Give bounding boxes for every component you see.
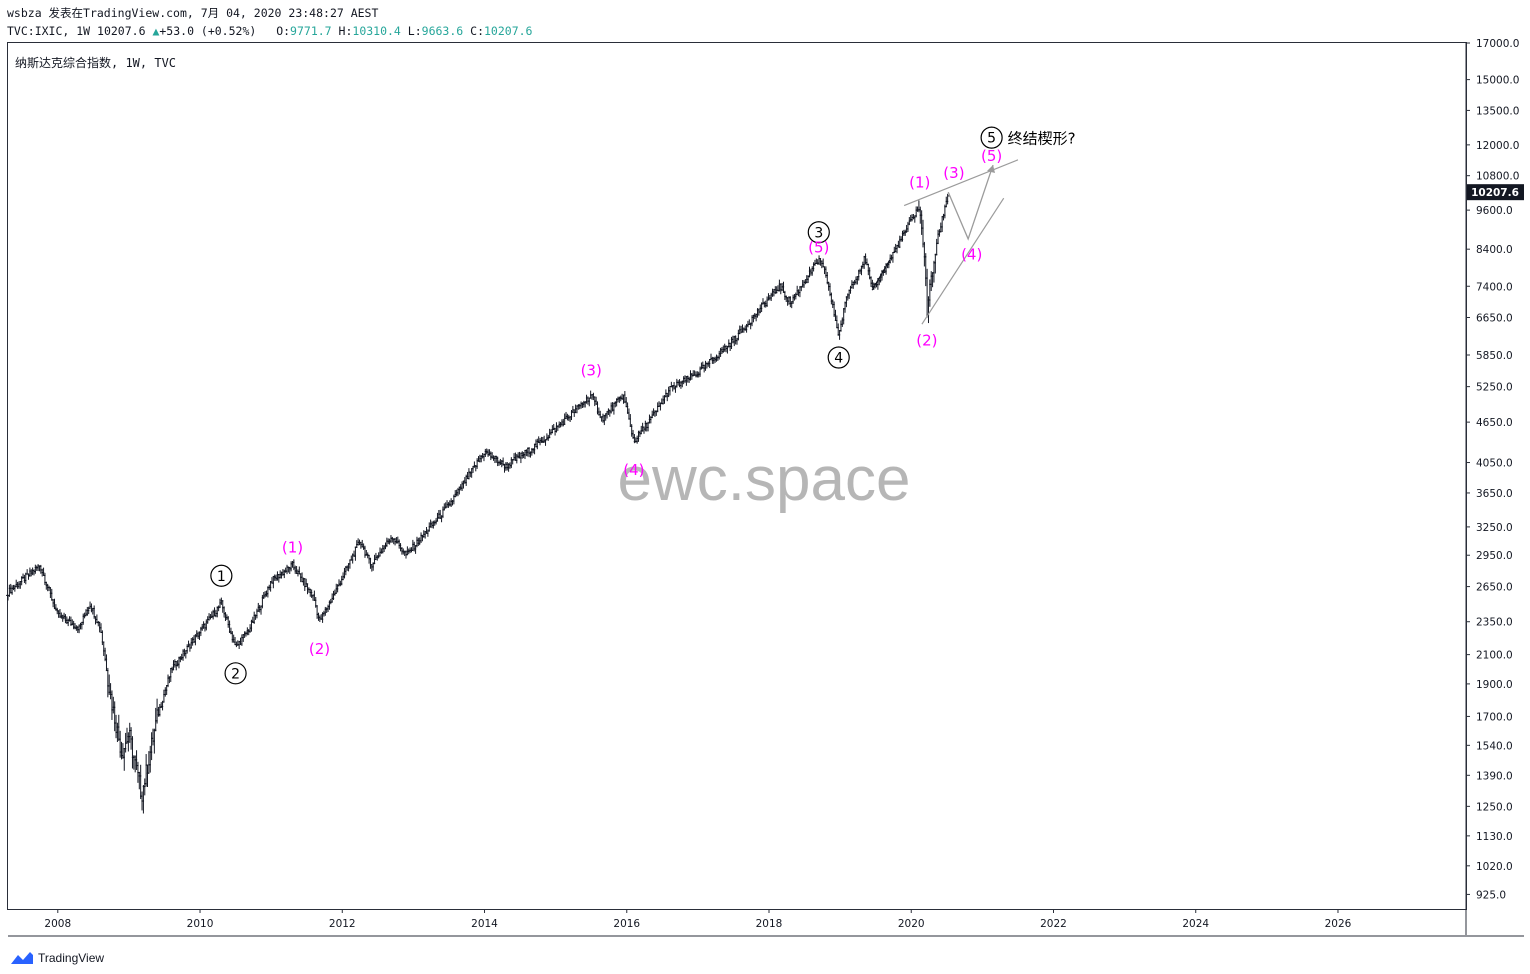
- y-tick-label: 9600.0: [1476, 205, 1513, 217]
- wedge-annotation: 终结楔形?: [1008, 130, 1076, 148]
- watermark: ewc.space: [618, 445, 911, 514]
- y-tick-label: 4650.0: [1476, 417, 1513, 429]
- low-value: 9663.6: [421, 24, 464, 38]
- y-tick-label: 2350.0: [1476, 617, 1513, 629]
- x-tick-label: 2024: [1182, 918, 1209, 930]
- trendline-wedge-upper[interactable]: [903, 159, 1019, 207]
- wave-label-minor: (4): [961, 245, 982, 263]
- y-tick-label: 6650.0: [1476, 313, 1513, 325]
- last-price: 10207.6: [97, 24, 146, 38]
- wave-label-major: 2: [231, 666, 240, 682]
- y-tick-label: 3650.0: [1476, 488, 1513, 500]
- y-tick-label: 8400.0: [1476, 244, 1513, 256]
- x-tick-label: 2008: [44, 918, 71, 930]
- wave-label-minor: (3): [581, 361, 602, 379]
- current-price-label: 10207.6: [1471, 187, 1519, 199]
- y-tick-label: 10800.0: [1476, 171, 1519, 183]
- x-tick-label: 2020: [898, 918, 925, 930]
- close-value: 10207.6: [484, 24, 533, 38]
- wave-label-minor: (2): [309, 640, 330, 658]
- wave-circle: [224, 662, 247, 685]
- y-tick-label: 925.0: [1476, 889, 1506, 901]
- symbol-full: TVC:IXIC, 1W: [7, 24, 91, 38]
- wave-label-minor: (2): [916, 331, 937, 349]
- y-tick-label: 1020.0: [1476, 861, 1513, 873]
- wave-label-minor: (5): [808, 238, 829, 256]
- x-tick-label: 2016: [613, 918, 640, 930]
- y-tick-label: 2100.0: [1476, 650, 1513, 662]
- ohlc-bars: [6, 193, 950, 814]
- y-tick-label: 1700.0: [1476, 711, 1513, 723]
- y-tick-label: 15000.0: [1476, 75, 1519, 87]
- y-tick-label: 4050.0: [1476, 458, 1513, 470]
- y-tick-label: 2950.0: [1476, 550, 1513, 562]
- wave-circle: [980, 126, 1003, 149]
- wave-label-major: 5: [987, 131, 996, 147]
- x-tick-label: 2012: [329, 918, 356, 930]
- y-tick-label: 12000.0: [1476, 140, 1519, 152]
- tradingview-logo[interactable]: TradingView: [8, 951, 104, 965]
- wave-circle: [827, 346, 850, 369]
- ohlc-legend: TVC:IXIC, 1W 10207.6 ▲+53.0 (+0.52%) O:9…: [7, 24, 533, 38]
- price-change: +53.0 (+0.52%): [159, 24, 257, 38]
- x-tick-label: 2014: [471, 918, 498, 930]
- y-tick-label: 5250.0: [1476, 382, 1513, 394]
- x-tick-label: 2018: [756, 918, 783, 930]
- cloud-icon: [11, 952, 33, 964]
- wave-label-major: 1: [217, 569, 226, 585]
- y-tick-label: 2650.0: [1476, 582, 1513, 594]
- x-tick-label: 2022: [1040, 918, 1067, 930]
- open-value: 9771.7: [290, 24, 332, 38]
- y-tick-label: 7400.0: [1476, 281, 1513, 293]
- y-tick-label: 17000.0: [1476, 38, 1519, 50]
- y-tick-label: 5850.0: [1476, 350, 1513, 362]
- wave-label-major: 4: [834, 351, 843, 367]
- wave-label-minor: (1): [282, 538, 303, 556]
- x-tick-label: 2026: [1325, 918, 1352, 930]
- up-arrow-icon: ▲: [152, 24, 160, 38]
- wave-label-minor: (5): [981, 147, 1002, 165]
- projection-path[interactable]: [947, 164, 994, 241]
- current-price-badge: [1467, 184, 1524, 201]
- wave-label-minor: (1): [909, 174, 930, 192]
- wave-label-major: 3: [814, 225, 823, 241]
- y-tick-label: 1540.0: [1476, 740, 1513, 752]
- publish-info: wsbza 发表在TradingView.com, 7月 04, 2020 23…: [7, 6, 379, 20]
- high-value: 10310.4: [352, 24, 401, 38]
- symbol-title: 纳斯达克综合指数, 1W, TVC: [15, 56, 177, 70]
- tradingview-label: TradingView: [38, 951, 105, 965]
- wave-label-minor: (4): [623, 461, 644, 479]
- y-tick-label: 1250.0: [1476, 801, 1513, 813]
- trendline-wedge-lower[interactable]: [921, 197, 1005, 325]
- wave-label-minor: (3): [943, 164, 964, 182]
- x-tick-label: 2010: [187, 918, 214, 930]
- y-tick-label: 1130.0: [1476, 831, 1513, 843]
- y-tick-label: 1390.0: [1476, 770, 1513, 782]
- wave-circle: [807, 221, 830, 244]
- y-tick-label: 1900.0: [1476, 679, 1513, 691]
- y-tick-label: 13500.0: [1476, 105, 1519, 117]
- trendline-triangle-2019[interactable]: [871, 259, 891, 291]
- y-tick-label: 3250.0: [1476, 522, 1513, 534]
- wave-circle: [210, 564, 233, 587]
- projection-arrowhead: [987, 165, 996, 174]
